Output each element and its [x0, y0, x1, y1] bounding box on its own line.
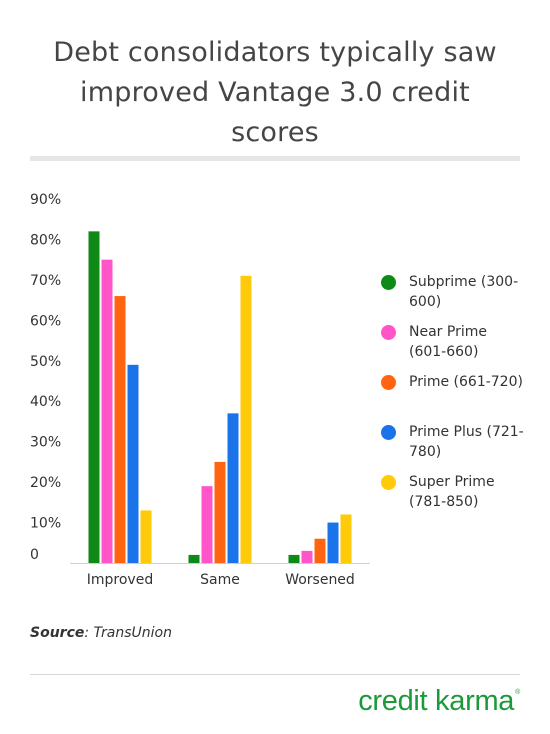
legend-item: Super Prime (781-850) [381, 472, 531, 522]
bar [227, 413, 239, 563]
y-tick-label: 80% [30, 232, 61, 248]
brand-name: credit karma [358, 685, 515, 717]
legend-label: Prime (661-720) [409, 374, 523, 390]
x-tick-label: Worsened [285, 572, 355, 588]
y-tick-label: 70% [30, 273, 61, 289]
y-tick-label: 30% [30, 435, 61, 451]
bar [114, 296, 126, 563]
bar [301, 550, 313, 563]
title-line-1: Debt consolidators typically saw [53, 37, 497, 68]
title-line-3: scores [231, 117, 319, 148]
legend-swatch [381, 375, 396, 390]
credit-karma-logo: credit karma® [358, 685, 520, 718]
legend-label: Subprime (300-600) [409, 274, 519, 310]
legend-label: Prime Plus (721-780) [409, 424, 524, 460]
chart-title: Debt consolidators typically saw improve… [20, 33, 530, 153]
title-divider [30, 156, 520, 161]
legend-item: Near Prime (601-660) [381, 322, 531, 372]
legend-swatch [381, 325, 396, 340]
chart-legend: Subprime (300-600) Near Prime (601-660) Pr… [381, 272, 531, 522]
legend-label: Super Prime (781-850) [409, 474, 495, 510]
x-tick-label: Same [200, 572, 240, 588]
bar [140, 510, 152, 563]
legend-swatch [381, 475, 396, 490]
footer-divider [30, 674, 520, 675]
y-tick-label: 60% [30, 313, 61, 329]
source-text: : TransUnion [84, 625, 172, 641]
legend-item: Subprime (300-600) [381, 272, 531, 322]
title-line-2: improved Vantage 3.0 credit [80, 77, 470, 108]
bar-chart: 0 10% 20% 30% 40% 50% 60% 70% 80% 90% Improved Same… [30, 192, 370, 588]
y-tick-label: 50% [30, 354, 61, 370]
registered-mark: ® [515, 689, 520, 696]
bar [327, 522, 339, 563]
y-tick-label: 40% [30, 394, 61, 410]
bar [127, 364, 139, 563]
bar [201, 486, 213, 563]
legend-item: Prime (661-720) [381, 372, 531, 422]
bar [340, 514, 352, 563]
bar [240, 275, 252, 563]
source-label: Source [30, 625, 85, 641]
bar [314, 538, 326, 563]
bar [101, 259, 113, 563]
bar [214, 461, 226, 563]
source-note: Source: TransUnion [30, 625, 172, 641]
bar [88, 231, 100, 563]
y-tick-label: 20% [30, 475, 61, 491]
legend-item: Prime Plus (721-780) [381, 422, 531, 472]
legend-swatch [381, 425, 396, 440]
legend-swatch [381, 275, 396, 290]
x-tick-label: Improved [87, 572, 153, 588]
bar [288, 554, 300, 563]
y-tick-label: 0 [30, 547, 39, 563]
legend-label: Near Prime (601-660) [409, 324, 487, 360]
y-tick-label: 90% [30, 192, 61, 208]
bar [188, 554, 200, 563]
y-tick-label: 10% [30, 516, 61, 532]
